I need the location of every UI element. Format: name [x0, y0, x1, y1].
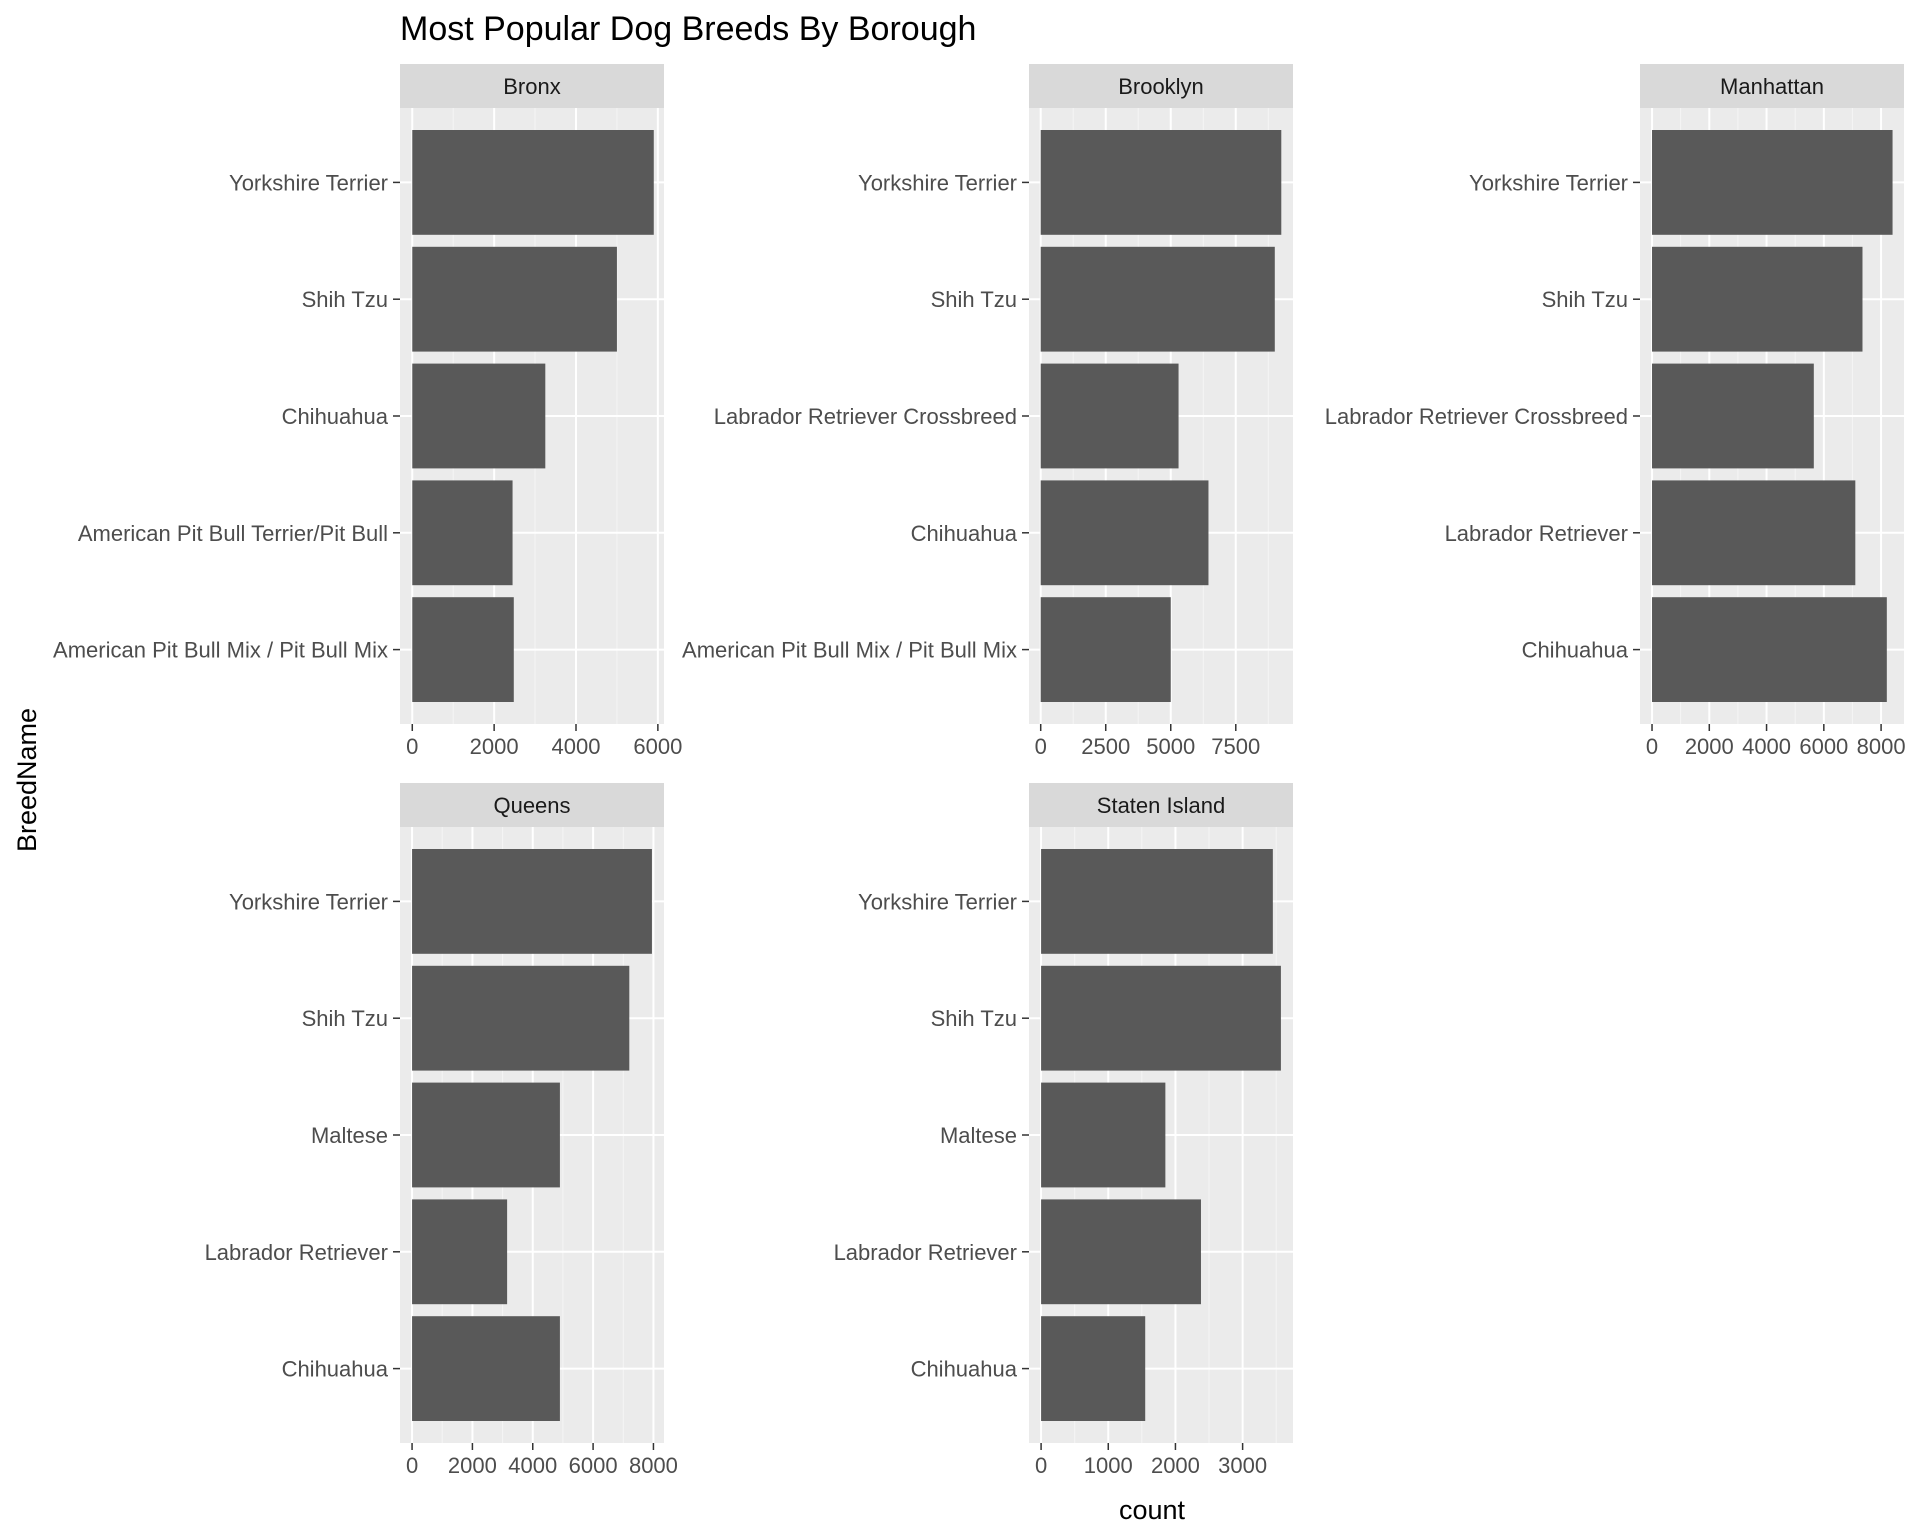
- facet-staten-island: Staten Island Yorkshire Terrier Shih Tzu Ma…: [834, 783, 1293, 1478]
- x-tick-label: 2000: [1151, 1453, 1200, 1478]
- y-tick-label: Labrador Retriever: [205, 1240, 388, 1265]
- bar-yorkshire-terrier: [412, 130, 654, 235]
- x-tick-label: 2000: [448, 1453, 497, 1478]
- y-tick-label: Shih Tzu: [931, 1006, 1017, 1031]
- y-tick-label: Labrador Retriever: [1445, 521, 1628, 546]
- x-tick-label: 4000: [508, 1453, 557, 1478]
- x-tick-label: 0: [406, 734, 418, 759]
- x-tick-label: 8000: [629, 1453, 678, 1478]
- y-tick-label: Labrador Retriever Crossbreed: [1325, 404, 1628, 429]
- facet-strip-label: Staten Island: [1097, 793, 1225, 818]
- bar-yorkshire-terrier: [412, 849, 652, 954]
- facet-strip: [1029, 783, 1293, 827]
- bar-yorkshire-terrier: [1652, 130, 1893, 235]
- bar-american-pit-bull-mix-pit-bull-mix: [412, 597, 514, 702]
- bar-chihuahua: [412, 363, 546, 469]
- y-tick-label: Chihuahua: [911, 1357, 1018, 1382]
- facet-strip: [400, 783, 664, 827]
- x-tick-label: 0: [406, 1453, 418, 1478]
- x-tick-label: 8000: [1857, 734, 1906, 759]
- bar-shih-tzu: [1040, 246, 1275, 352]
- y-tick-label: Chihuahua: [911, 521, 1018, 546]
- y-tick-label: Shih Tzu: [302, 1006, 388, 1031]
- x-tick-label: 0: [1646, 734, 1658, 759]
- y-axis-title: BreedName: [12, 708, 42, 852]
- x-tick-label: 0: [1035, 734, 1047, 759]
- x-tick-label: 7500: [1211, 734, 1260, 759]
- bar-labrador-retriever-crossbreed: [1040, 363, 1179, 469]
- y-tick-label: Yorkshire Terrier: [229, 170, 388, 195]
- facet-strip: [1029, 64, 1293, 108]
- facet-strip-label: Brooklyn: [1118, 74, 1204, 99]
- x-tick-label: 6000: [633, 734, 682, 759]
- y-tick-label: Shih Tzu: [931, 287, 1017, 312]
- bar-american-pit-bull-terrier-pit-bull: [412, 480, 513, 586]
- facet-brooklyn: Brooklyn Yorkshire Terrier Shih Tzu Labrado…: [682, 64, 1293, 759]
- facet-strip-label: Queens: [493, 793, 570, 818]
- y-tick-label: Yorkshire Terrier: [858, 889, 1017, 914]
- y-tick-label: Shih Tzu: [302, 287, 388, 312]
- x-tick-label: 6000: [569, 1453, 618, 1478]
- chart-title: Most Popular Dog Breeds By Borough: [400, 10, 976, 48]
- facet-strip-label: Bronx: [503, 74, 560, 99]
- bar-labrador-retriever: [1041, 1199, 1201, 1305]
- x-tick-label: 4000: [1742, 734, 1791, 759]
- y-tick-label: Labrador Retriever Crossbreed: [714, 404, 1017, 429]
- y-tick-label: Yorkshire Terrier: [858, 170, 1017, 195]
- bar-labrador-retriever-crossbreed: [1652, 363, 1814, 469]
- x-tick-label: 4000: [552, 734, 601, 759]
- y-tick-label: Maltese: [311, 1123, 388, 1148]
- facet-strip-label: Manhattan: [1720, 74, 1824, 99]
- facet-panels: Bronx Yorkshire Terrier Shih Tzu Chihuahua A…: [53, 64, 1906, 1478]
- x-tick-label: 2000: [470, 734, 519, 759]
- bar-maltese: [412, 1082, 560, 1188]
- y-tick-label: American Pit Bull Terrier/Pit Bull: [78, 521, 388, 546]
- bar-maltese: [1041, 1082, 1166, 1188]
- x-tick-label: 6000: [1799, 734, 1848, 759]
- y-tick-label: Chihuahua: [1522, 638, 1629, 663]
- x-axis-title: count: [1119, 1495, 1186, 1525]
- bar-labrador-retriever: [412, 1199, 508, 1305]
- bar-shih-tzu: [412, 965, 630, 1071]
- x-tick-label: 0: [1035, 1453, 1047, 1478]
- facet-bronx: Bronx Yorkshire Terrier Shih Tzu Chihuahua A…: [53, 64, 682, 759]
- bar-chihuahua: [1652, 597, 1887, 702]
- bar-american-pit-bull-mix-pit-bull-mix: [1040, 597, 1171, 702]
- facet-manhattan: Manhattan Yorkshire Terrier Shih Tzu Labrad…: [1325, 64, 1906, 759]
- y-tick-label: Yorkshire Terrier: [229, 889, 388, 914]
- bar-shih-tzu: [1652, 246, 1863, 352]
- x-tick-label: 1000: [1084, 1453, 1133, 1478]
- bar-shih-tzu: [1041, 965, 1281, 1071]
- bar-yorkshire-terrier: [1040, 130, 1282, 235]
- bar-labrador-retriever: [1652, 480, 1856, 586]
- bar-yorkshire-terrier: [1041, 849, 1273, 954]
- bar-chihuahua: [1041, 1316, 1146, 1421]
- bar-chihuahua: [1040, 480, 1209, 586]
- facet-strip: [400, 64, 664, 108]
- y-tick-label: Yorkshire Terrier: [1469, 170, 1628, 195]
- y-tick-label: American Pit Bull Mix / Pit Bull Mix: [53, 638, 388, 663]
- bar-chihuahua: [412, 1316, 560, 1421]
- y-tick-label: Chihuahua: [282, 1357, 389, 1382]
- x-tick-label: 3000: [1218, 1453, 1267, 1478]
- x-tick-label: 5000: [1146, 734, 1195, 759]
- x-tick-label: 2500: [1081, 734, 1130, 759]
- y-tick-label: Chihuahua: [282, 404, 389, 429]
- y-tick-label: Labrador Retriever: [834, 1240, 1017, 1265]
- y-tick-label: Shih Tzu: [1542, 287, 1628, 312]
- facet-queens: Queens Yorkshire Terrier Shih Tzu Maltese La…: [205, 783, 678, 1478]
- y-tick-label: Maltese: [940, 1123, 1017, 1148]
- x-tick-label: 2000: [1685, 734, 1734, 759]
- bar-shih-tzu: [412, 246, 617, 352]
- facet-strip: [1640, 64, 1904, 108]
- y-tick-label: American Pit Bull Mix / Pit Bull Mix: [682, 638, 1017, 663]
